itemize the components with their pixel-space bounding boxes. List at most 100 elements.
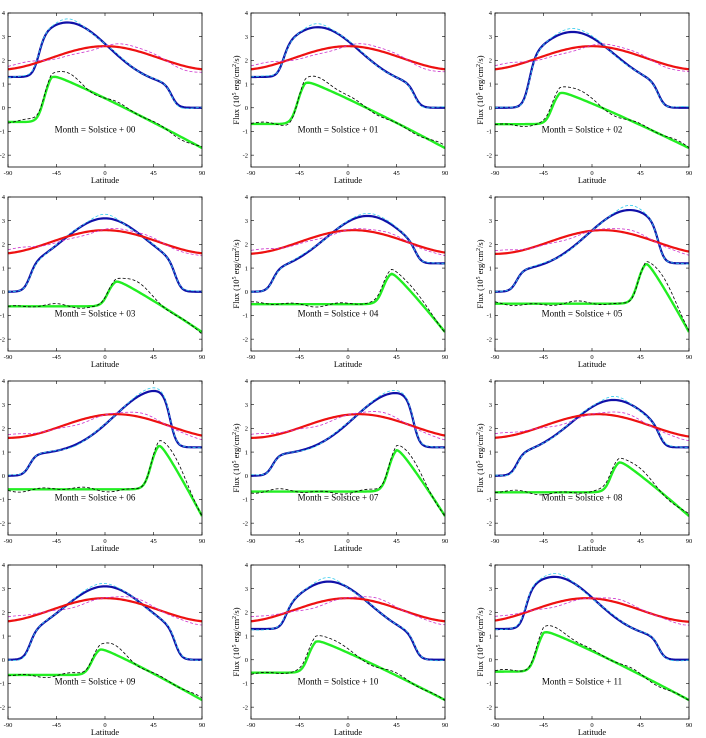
xtick-label: -45	[295, 354, 304, 361]
ytick-label: 1	[489, 81, 492, 88]
ylabel: Flux (105 erg/cm2/s)	[475, 423, 485, 492]
xtick-label: 0	[103, 354, 106, 361]
panel-annotation: Month = Solstice + 01	[298, 125, 379, 135]
ylabel: Flux (105 erg/cm2/s)	[475, 607, 485, 676]
xtick-label: 0	[346, 538, 349, 545]
xtick-label: -90	[247, 538, 256, 545]
series-group	[495, 28, 689, 150]
ytick-label: 3	[489, 34, 492, 41]
ytick-label: 0	[2, 105, 5, 112]
ytick-label: 0	[2, 657, 5, 664]
xlabel: Latitude	[91, 727, 120, 737]
ytick-label: 4	[2, 194, 6, 201]
xtick-label: -90	[4, 538, 13, 545]
panel-10: -2 -1 0 1 2 3 4 -90 -45 0 45 90 Latitude Flux (105 er…	[231, 562, 448, 737]
xlabel: Latitude	[578, 543, 607, 553]
ytick-label: -1	[243, 497, 248, 504]
xtick-label: 90	[686, 722, 693, 729]
ytick-label: 0	[245, 289, 248, 296]
series-red	[8, 413, 202, 439]
ytick-label: 0	[245, 473, 248, 480]
series-black	[8, 277, 202, 335]
panel-annotation: Month = Solstice + 03	[55, 309, 136, 319]
series-blue	[251, 214, 445, 293]
series-group	[251, 23, 445, 150]
series-magenta	[251, 43, 445, 73]
axes-box	[494, 196, 690, 352]
series-green	[495, 461, 689, 517]
panel-annotation: Month = Solstice + 09	[55, 677, 136, 687]
xtick-label: 90	[686, 538, 693, 545]
series-group	[8, 213, 202, 335]
ytick-label: 2	[489, 610, 492, 617]
series-green	[251, 272, 445, 333]
ytick-label: 3	[489, 402, 492, 409]
ytick-label: -1	[487, 681, 492, 688]
xtick-label: 45	[637, 538, 644, 545]
xtick-label: 0	[590, 170, 593, 177]
xtick-label: 90	[686, 170, 693, 177]
ytick-label: -2	[0, 152, 5, 159]
xtick-label: -90	[247, 170, 256, 177]
ytick-label: 1	[2, 633, 5, 640]
ytick-label: -2	[243, 152, 248, 159]
panel-7: -2 -1 0 1 2 3 4 -90 -45 0 45 90 Latitude Flux (105 er…	[231, 378, 448, 553]
ytick-label: 2	[489, 242, 492, 249]
series-red	[8, 45, 202, 71]
ytick-label: 3	[2, 586, 5, 593]
series-red	[495, 413, 689, 439]
ytick-label: -2	[487, 704, 492, 711]
xtick-label: -45	[295, 722, 304, 729]
xtick-label: 45	[393, 354, 400, 361]
series-group	[495, 573, 689, 702]
series-red	[251, 413, 445, 439]
xtick-label: -90	[247, 722, 256, 729]
ytick-label: 2	[489, 426, 492, 433]
series-black	[251, 444, 445, 517]
xtick-label: -45	[295, 538, 304, 545]
ytick-label: -1	[0, 313, 5, 320]
ytick-label: 1	[489, 265, 492, 272]
panel-annotation: Month = Solstice + 10	[298, 677, 379, 687]
panel-8: -2 -1 0 1 2 3 4 -90 -45 0 45 90 Latitude Flux (105 er…	[475, 378, 692, 553]
xtick-label: -90	[491, 170, 500, 177]
series-blue	[495, 575, 689, 661]
ytick-label: 4	[489, 194, 493, 201]
xtick-label: -45	[52, 170, 61, 177]
series-cyan	[251, 390, 445, 476]
ytick-label: -1	[243, 129, 248, 136]
xtick-label: 45	[393, 170, 400, 177]
xtick-label: -45	[539, 722, 548, 729]
xtick-label: 45	[150, 170, 157, 177]
ytick-label: 4	[2, 378, 6, 385]
series-blue	[8, 21, 202, 109]
ytick-label: 1	[2, 81, 5, 88]
ytick-label: 2	[245, 242, 248, 249]
ytick-label: 4	[2, 562, 6, 569]
series-cyan	[8, 387, 202, 476]
xtick-label: 0	[590, 354, 593, 361]
xtick-label: -45	[295, 170, 304, 177]
ytick-label: 0	[245, 105, 248, 112]
ytick-label: 2	[245, 610, 248, 617]
series-magenta	[251, 228, 445, 256]
xtick-label: -90	[4, 170, 13, 177]
xlabel: Latitude	[91, 175, 120, 185]
series-cyan	[8, 213, 202, 293]
ytick-label: 3	[245, 402, 248, 409]
axes-box	[7, 380, 203, 536]
series-black	[495, 625, 689, 702]
xtick-label: 90	[199, 170, 206, 177]
series-magenta	[251, 411, 445, 441]
ytick-label: 4	[245, 562, 249, 569]
series-magenta	[8, 43, 202, 73]
ytick-label: 1	[489, 449, 492, 456]
ytick-label: 2	[2, 426, 5, 433]
ytick-label: 0	[489, 105, 492, 112]
ytick-label: -1	[487, 129, 492, 136]
ytick-label: 1	[2, 449, 5, 456]
xlabel: Latitude	[334, 359, 363, 369]
xtick-label: 90	[199, 354, 206, 361]
